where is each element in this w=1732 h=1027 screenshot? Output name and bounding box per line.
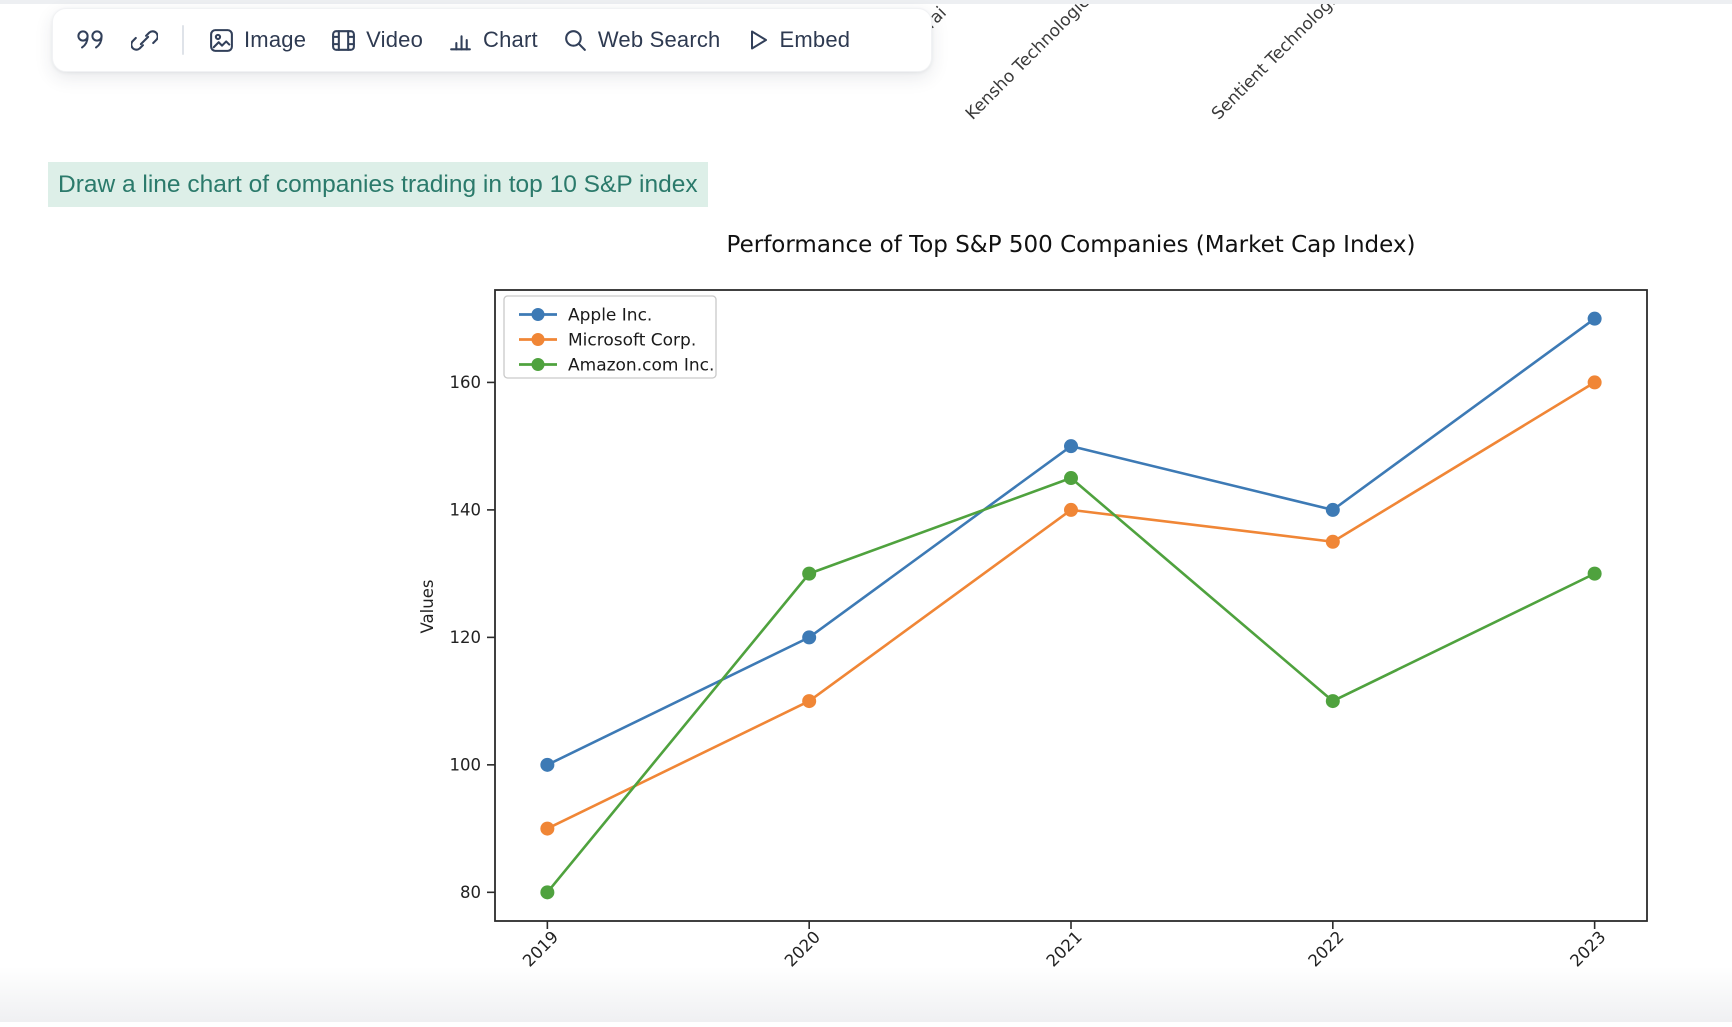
data-point bbox=[540, 757, 555, 772]
toolbar-divider bbox=[182, 25, 184, 55]
quote-button[interactable] bbox=[75, 27, 107, 53]
image-icon bbox=[208, 27, 235, 54]
prompt-highlighted-text: Draw a line chart of companies trading i… bbox=[48, 162, 708, 208]
insert-image-button[interactable]: Image bbox=[208, 27, 306, 54]
data-point bbox=[1587, 375, 1602, 390]
chart-title: Performance of Top S&P 500 Companies (Ma… bbox=[727, 232, 1416, 258]
insert-chart-button[interactable]: Chart bbox=[447, 27, 538, 54]
y-axis-label: Values bbox=[418, 580, 437, 634]
block-insert-toolbar: Image Video Chart Web Search bbox=[52, 8, 932, 72]
x-tick-label: 2019 bbox=[519, 927, 562, 970]
data-point bbox=[1325, 502, 1340, 517]
play-icon bbox=[744, 27, 770, 53]
y-tick-label: 100 bbox=[450, 755, 482, 774]
insert-video-button[interactable]: Video bbox=[330, 27, 423, 54]
data-point bbox=[540, 821, 555, 836]
video-icon bbox=[330, 27, 357, 54]
embed-label: Embed bbox=[779, 27, 851, 52]
insert-image-label: Image bbox=[244, 27, 307, 52]
data-point bbox=[802, 630, 817, 645]
data-point bbox=[540, 885, 555, 900]
quote-icon bbox=[75, 27, 107, 53]
x-tick-label: 2021 bbox=[1043, 927, 1086, 970]
legend-marker bbox=[531, 358, 545, 371]
web-search-button[interactable]: Web Search bbox=[562, 27, 721, 54]
legend-label: Apple Inc. bbox=[568, 306, 652, 326]
y-tick-label: 160 bbox=[450, 373, 482, 392]
insert-video-label: Video bbox=[366, 27, 424, 52]
y-tick-label: 120 bbox=[450, 628, 482, 647]
legend-box bbox=[503, 295, 717, 379]
data-point bbox=[1064, 439, 1078, 454]
web-search-label: Web Search bbox=[597, 27, 721, 52]
x-tick-label: 2022 bbox=[1305, 927, 1348, 970]
embed-button[interactable]: Embed bbox=[744, 27, 850, 53]
legend-marker bbox=[531, 308, 545, 321]
y-tick-label: 80 bbox=[460, 883, 481, 902]
legend-label: Amazon.com Inc. bbox=[568, 356, 714, 376]
x-tick-label: 2020 bbox=[781, 927, 824, 970]
x-tick-label: 2023 bbox=[1566, 927, 1609, 970]
link-icon bbox=[131, 27, 158, 54]
link-button[interactable] bbox=[131, 27, 158, 54]
data-point bbox=[1325, 534, 1340, 549]
chart-icon bbox=[447, 27, 474, 54]
legend-marker bbox=[531, 333, 545, 346]
data-point bbox=[1325, 694, 1340, 709]
search-icon bbox=[562, 27, 589, 54]
bottom-fade bbox=[0, 967, 1732, 1022]
data-point bbox=[802, 566, 817, 581]
data-point bbox=[1064, 471, 1078, 486]
plot-border bbox=[494, 289, 1648, 922]
data-point bbox=[1064, 502, 1078, 517]
data-point bbox=[1587, 566, 1602, 581]
data-point bbox=[1587, 311, 1602, 326]
legend-label: Microsoft Corp. bbox=[568, 331, 696, 351]
data-point bbox=[802, 694, 817, 709]
insert-chart-label: Chart bbox=[483, 27, 538, 52]
y-tick-label: 140 bbox=[450, 500, 482, 519]
top-border-strip bbox=[0, 0, 1732, 4]
